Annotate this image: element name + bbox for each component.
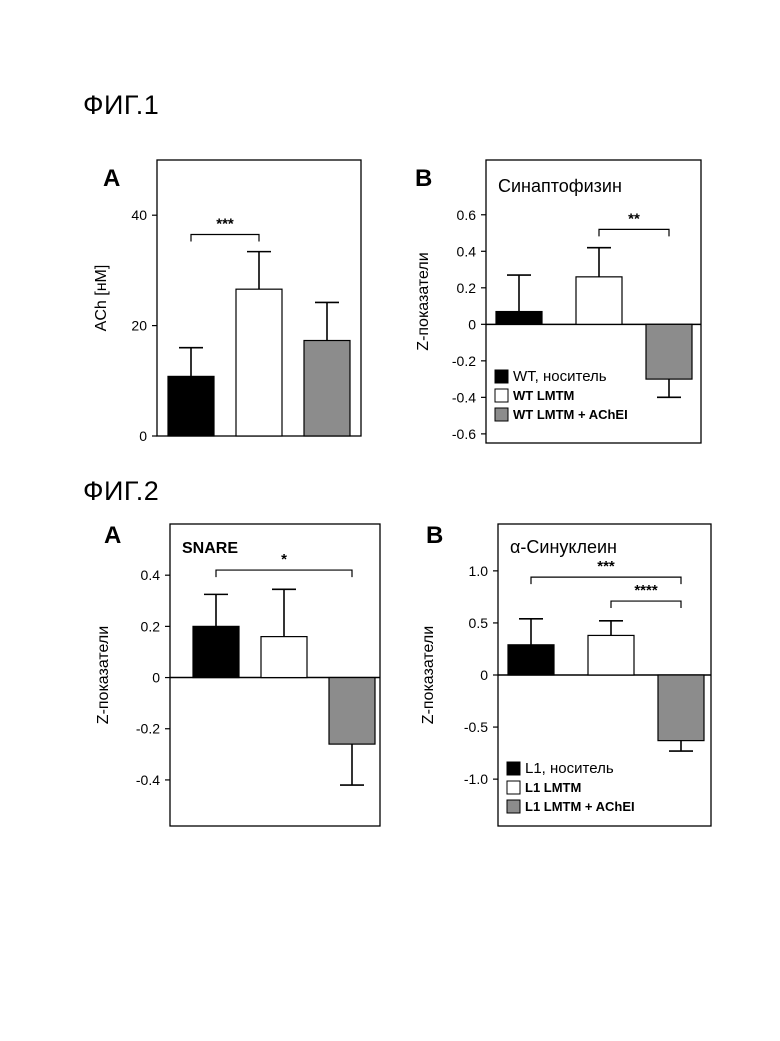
y-axis-label-fig1a: ACh [нМ] <box>93 265 110 332</box>
charts-canvas: A02040ACh [нМ]***BСинаптофизин-0.6-0.4-0… <box>0 0 780 1041</box>
y-tick-label: -0.2 <box>136 721 160 737</box>
y-tick-label: 0.2 <box>457 280 477 296</box>
bar-fig2b-1 <box>588 635 634 675</box>
significance-label: * <box>281 551 287 568</box>
y-tick-label: -1.0 <box>464 771 488 787</box>
chart-fig2a: A SNARE -0.4 -0.2 0 0.2 0.4 Z-показатели * <box>95 522 380 826</box>
legend-label: WT LMTM <box>513 388 574 403</box>
significance-label: *** <box>216 216 234 233</box>
y-axis-label-fig1b: Z-показатели <box>415 252 432 350</box>
bar-fig1b-0 <box>496 312 542 325</box>
y-tick-label: 0 <box>468 316 476 332</box>
significance-bracket <box>599 229 669 236</box>
chart-fig2b: Bα-Синуклеин -1.0 -0.5 0 0.5 1.0 Z-показатели *… <box>420 522 711 826</box>
legend-label: WT LMTM + AChEI <box>513 407 628 422</box>
legend-swatch <box>495 370 508 383</box>
bar-fig2a-0 <box>193 626 239 677</box>
y-tick-label: 0 <box>480 667 488 683</box>
y-tick-label: 0.4 <box>141 567 161 583</box>
bar-fig2a-1 <box>261 637 307 678</box>
y-tick-label: 0 <box>152 670 160 686</box>
y-axis-label-fig2b: Z-показатели <box>420 626 437 724</box>
y-tick-label: 0.2 <box>141 618 161 634</box>
bar-fig1b-1 <box>576 277 622 324</box>
bar-fig2b-0 <box>508 645 554 675</box>
panel-letter-fig1b: B <box>415 165 432 192</box>
significance-bracket <box>216 570 352 577</box>
chart-fig1a: A 0 20 40 ACh [нМ] *** <box>93 160 361 444</box>
bar-fig1a-2 <box>304 341 350 436</box>
panel-letter-fig2a: A <box>104 522 121 549</box>
chart-title-fig2a: SNARE <box>182 540 238 557</box>
significance-label: **** <box>634 582 658 599</box>
bar-fig1b-2 <box>646 324 692 379</box>
legend-swatch <box>507 781 520 794</box>
legend-swatch <box>495 389 508 402</box>
legend-label: L1, носитель <box>525 760 614 777</box>
y-tick-label: 40 <box>131 207 147 223</box>
legend-label: WT, носитель <box>513 368 607 385</box>
y-tick-label: -0.5 <box>464 719 488 735</box>
chart-fig1b: B Синаптофизин -0.6 -0.4 -0.2 0 0.2 0.4 0.6 Z-пок… <box>415 160 701 443</box>
significance-bracket <box>531 577 681 584</box>
chart-title-fig1b: Синаптофизин <box>498 176 622 196</box>
y-tick-label: 0.4 <box>457 243 477 259</box>
significance-label: *** <box>597 558 615 575</box>
y-tick-label: 20 <box>131 318 147 334</box>
y-tick-label: 0.6 <box>457 207 477 223</box>
legend-label: L1 LMTM + AChEI <box>525 799 635 814</box>
patent-figure-page: ФИГ.1 ФИГ.2 A02040ACh [нМ]***BСинаптофиз… <box>0 0 780 1041</box>
panel-letter-fig2b: B <box>426 522 443 549</box>
legend-swatch <box>495 408 508 421</box>
y-tick-label: 0.5 <box>469 615 489 631</box>
y-tick-label: 0 <box>139 428 147 444</box>
y-tick-label: -0.6 <box>452 426 476 442</box>
y-tick-label: -0.4 <box>452 389 476 405</box>
chart-title-fig2b: α-Синуклеин <box>510 537 617 557</box>
y-tick-label: 1.0 <box>469 563 489 579</box>
y-tick-label: -0.2 <box>452 353 476 369</box>
legend-label: L1 LMTM <box>525 780 581 795</box>
significance-label: ** <box>628 210 640 227</box>
bar-fig2b-2 <box>658 675 704 741</box>
panel-letter-fig1a: A <box>103 165 120 192</box>
legend-swatch <box>507 762 520 775</box>
bar-fig1a-1 <box>236 289 282 436</box>
legend-swatch <box>507 800 520 813</box>
y-axis-label-fig2a: Z-показатели <box>95 626 112 724</box>
bar-fig2a-2 <box>329 678 375 745</box>
bar-fig1a-0 <box>168 376 214 436</box>
y-tick-label: -0.4 <box>136 772 160 788</box>
significance-bracket <box>611 601 681 608</box>
significance-bracket <box>191 235 259 242</box>
